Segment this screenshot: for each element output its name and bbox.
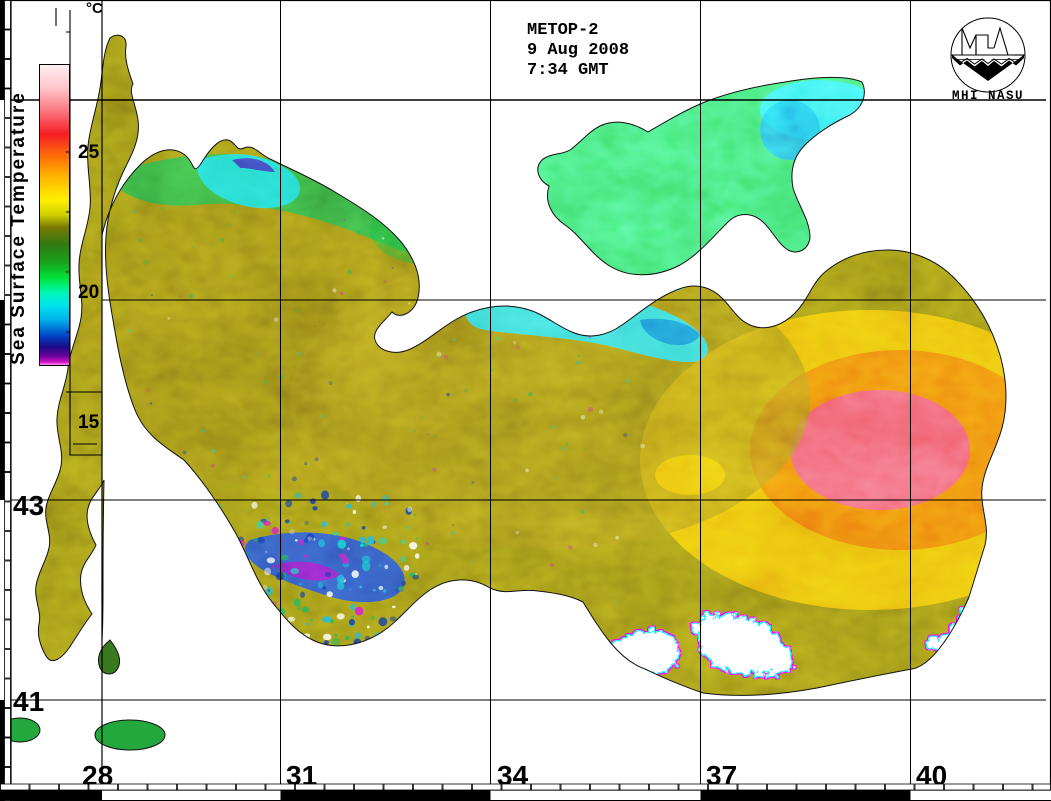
svg-text:MHI NASU: MHI NASU <box>952 89 1024 103</box>
